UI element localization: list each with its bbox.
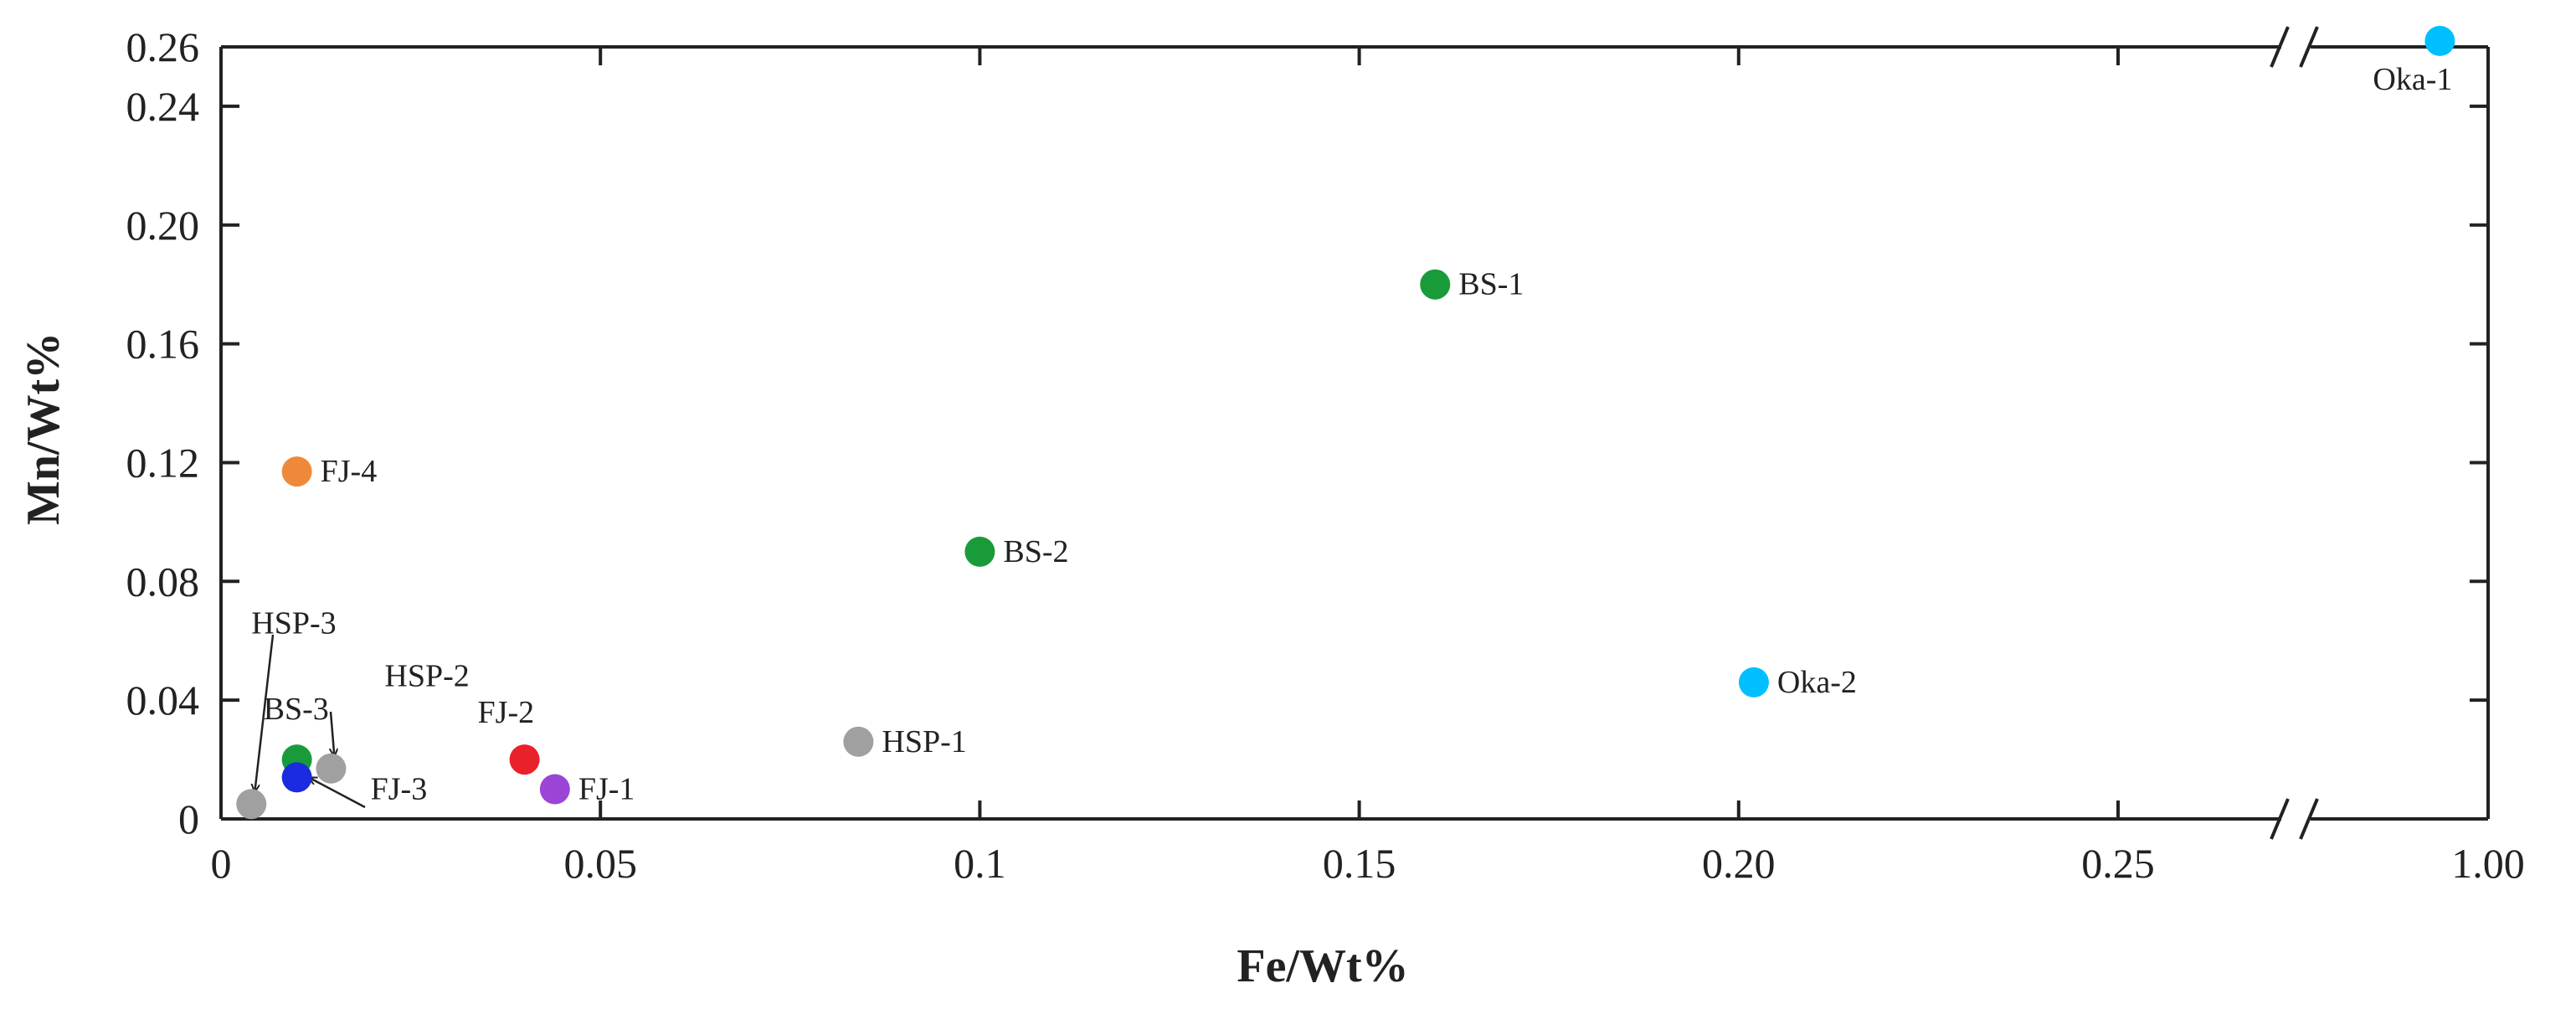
point-label-fj-2: FJ-2: [478, 695, 535, 730]
data-point-hsp-2: [316, 753, 347, 784]
labels-layer: Oka-1 BS-1 FJ-4 BS-2 Oka-2 HSP-1 FJ-2 FJ-1 BS-3 H…: [251, 62, 2452, 807]
leader-line-hsp-3: [255, 634, 275, 792]
y-tick-label: 0.16: [126, 321, 200, 368]
point-label-fj-3: FJ-3: [371, 771, 428, 806]
data-point-fj-2: [509, 744, 540, 775]
axis-break-mark-bottom-2: [2299, 798, 2319, 840]
axis-break-mark-top-2: [2299, 26, 2319, 68]
point-label-fj-1: FJ-1: [578, 772, 635, 807]
point-label-hsp-2: HSP-2: [384, 659, 469, 694]
point-label-oka-1: Oka-1: [2373, 62, 2452, 97]
y-tick-label: 0.04: [126, 677, 200, 723]
point-label-hsp-3: HSP-3: [251, 605, 336, 641]
y-tick-label: 0.20: [126, 202, 200, 249]
x-tick-label: 0.20: [1702, 840, 1776, 887]
leader-line-hsp-2: [331, 711, 334, 757]
x-tick-label: 0.15: [1323, 840, 1396, 887]
data-point-bs-1: [1420, 269, 1451, 300]
data-point-bs-2: [964, 536, 995, 567]
y-tick-label: 0.24: [126, 83, 200, 130]
x-tick-label: 0.1: [954, 840, 1006, 887]
x-tick-label: 0.05: [563, 840, 637, 887]
ticks-layer: 0 0.05 0.1 0.15 0.20 0.25 1.00 0 0.04 0.08 0.12 0.1…: [126, 23, 2525, 887]
data-point-oka-2: [1738, 667, 1769, 698]
x-tick-label: 1.00: [2451, 840, 2525, 887]
data-point-hsp-3: [236, 789, 267, 820]
x-axis-title: Fe/Wt%: [1237, 940, 1408, 992]
data-point-fj-1: [539, 774, 570, 805]
point-label-bs-1: BS-1: [1458, 267, 1524, 302]
data-point-fj-4: [281, 456, 312, 487]
point-label-oka-2: Oka-2: [1777, 665, 1857, 700]
y-tick-label: 0.08: [126, 558, 200, 605]
axis-break-mark-top-1: [2270, 26, 2290, 68]
point-label-bs-3: BS-3: [264, 692, 329, 727]
annotations-layer: [255, 634, 366, 809]
y-axis-title: Mn/Wt%: [18, 332, 69, 525]
point-label-bs-2: BS-2: [1003, 534, 1068, 569]
point-label-fj-4: FJ-4: [321, 454, 378, 489]
y-tick-label: 0.12: [126, 439, 200, 486]
x-tick-label: 0: [211, 840, 232, 887]
y-tick-label: 0.26: [126, 23, 200, 70]
data-point-hsp-1: [843, 726, 874, 757]
x-tick-label: 0.25: [2081, 840, 2155, 887]
y-tick-label: 0: [178, 795, 199, 842]
points-layer: [236, 25, 2455, 820]
data-point-oka-1: [2424, 25, 2455, 56]
leader-line-fj-3: [309, 776, 366, 809]
axes-layer: [219, 26, 2490, 840]
point-label-hsp-1: HSP-1: [882, 724, 966, 759]
axis-break-mark-bottom-1: [2270, 798, 2290, 840]
data-point-fj-3: [281, 762, 312, 793]
